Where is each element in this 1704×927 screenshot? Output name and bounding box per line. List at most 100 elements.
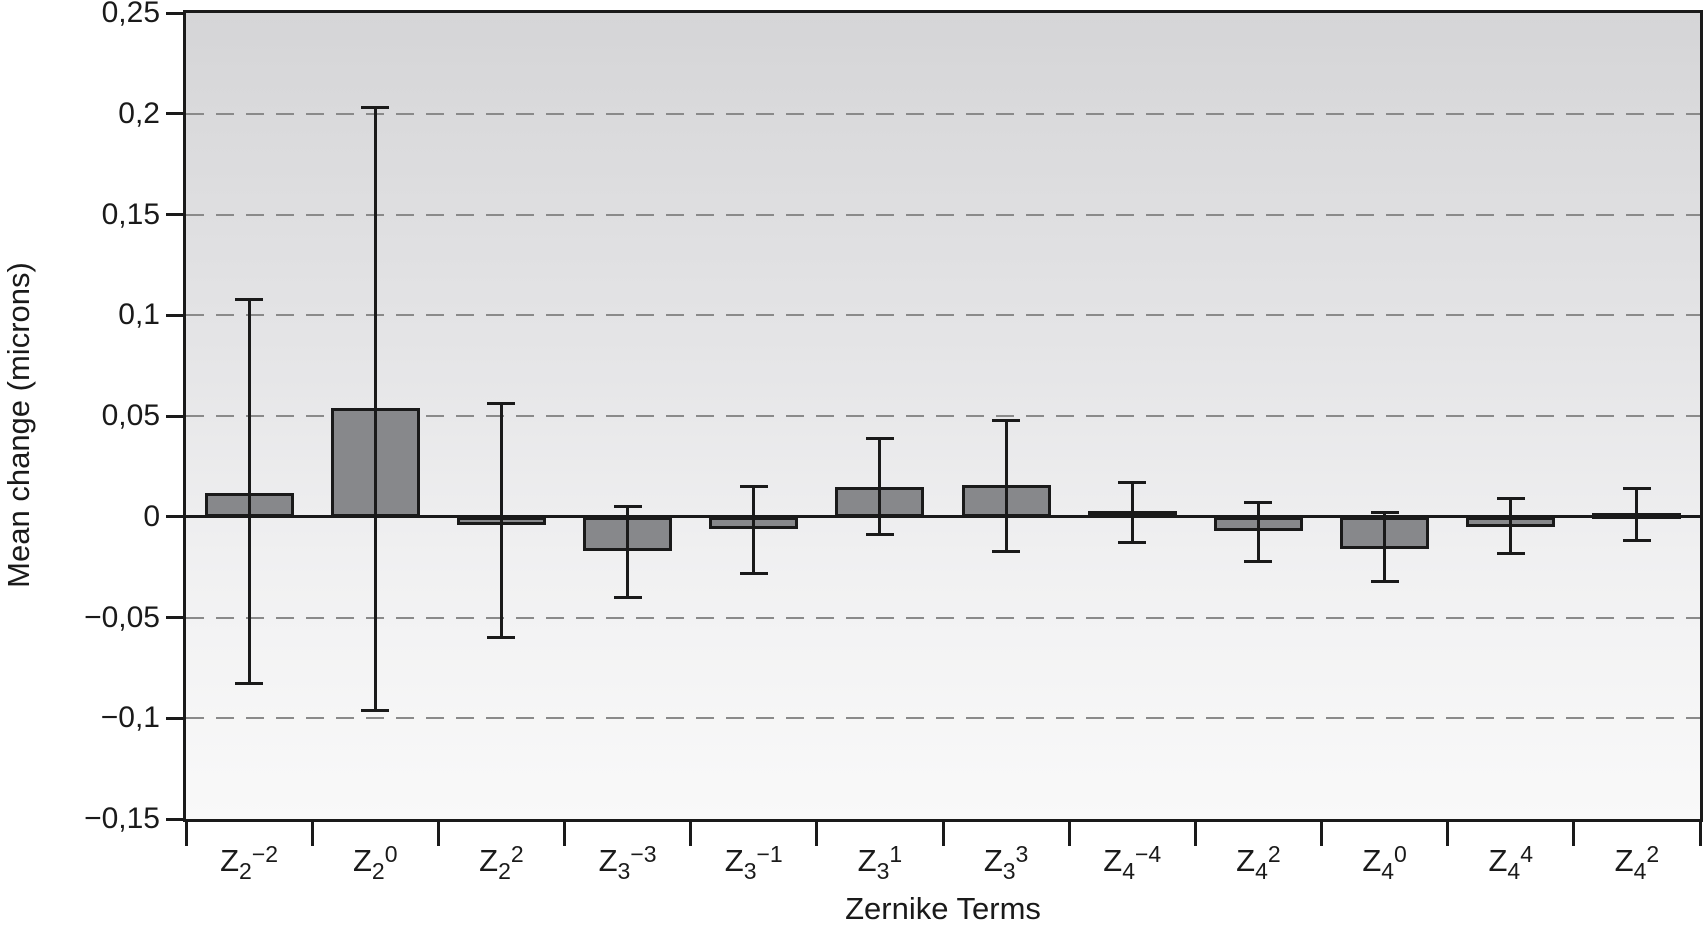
x-axis-tick	[1320, 822, 1323, 846]
y-tick-label: 0,05	[101, 399, 160, 432]
error-bar-cap-top	[1370, 511, 1399, 515]
x-category-superscript: 4	[1520, 841, 1534, 867]
y-tick-label: 0,25	[101, 0, 160, 29]
x-category-subscript: 3	[617, 858, 631, 884]
x-category-superscript: 3	[1015, 841, 1029, 867]
x-category-base: Z	[352, 843, 372, 878]
x-category-base: Z	[479, 843, 499, 878]
x-category-subscript: 3	[876, 858, 890, 884]
x-category-superscript: 2	[1646, 841, 1660, 867]
y-tick-label: 0	[143, 499, 160, 533]
x-category-subscript: 2	[371, 858, 385, 884]
error-bar-line	[499, 403, 503, 638]
x-axis-tick	[436, 822, 440, 846]
y-tick-label: 0,15	[101, 197, 160, 231]
x-category-subscript: 2	[239, 858, 252, 884]
error-bar-line	[1256, 502, 1260, 562]
error-bar-cap-top	[235, 297, 264, 301]
x-category-label: Z42	[1567, 837, 1704, 888]
y-tick-label: 0,2	[118, 96, 160, 130]
y-axis-tick	[166, 11, 183, 15]
error-bar-line	[373, 107, 377, 711]
error-bar-line	[247, 299, 251, 684]
y-axis-tick	[166, 616, 183, 619]
x-category-label: Z31	[810, 837, 950, 888]
error-bar-cap-top	[1622, 487, 1651, 491]
error-bar-cap-bottom	[235, 682, 264, 686]
gridline	[186, 213, 1700, 216]
x-axis-title: Zernike Terms	[845, 891, 1041, 926]
x-category-subscript: 4	[1633, 858, 1647, 884]
x-category-base: Z	[1488, 843, 1508, 878]
error-bar-cap-bottom	[1244, 559, 1273, 563]
x-category-subscript: 4	[1381, 858, 1395, 884]
x-category-subscript: 4	[1507, 858, 1521, 884]
x-axis-tick	[815, 822, 819, 846]
x-category-subscript: 3	[743, 858, 757, 884]
x-category-label: Z44	[1441, 837, 1581, 888]
x-axis-tick	[1446, 822, 1450, 846]
x-category-subscript: 2	[498, 858, 511, 884]
error-bar-line	[626, 506, 630, 598]
x-axis-tick	[1193, 822, 1197, 846]
gridline	[186, 112, 1700, 115]
error-bar-cap-bottom	[992, 549, 1021, 553]
y-tick-label: −0,1	[100, 701, 160, 735]
x-category-base: Z	[1362, 843, 1382, 878]
x-category-label: Z42	[1188, 837, 1328, 888]
x-category-superscript: 2	[1267, 841, 1281, 867]
x-axis-tick	[310, 822, 314, 846]
x-category-label: Z2−2	[179, 837, 319, 888]
error-bar-cap-bottom	[739, 571, 768, 575]
x-category-superscript: 1	[889, 841, 903, 867]
error-bar-cap-top	[865, 436, 894, 440]
y-tick-label: 0,1	[118, 298, 160, 332]
error-bar-cap-bottom	[361, 708, 390, 712]
x-category-label: Z40	[1315, 837, 1455, 888]
x-category-superscript: 0	[384, 841, 398, 867]
y-axis-tick	[166, 414, 183, 418]
x-axis-tick	[184, 822, 188, 846]
error-bar-line	[1004, 420, 1008, 551]
y-axis-tick	[166, 313, 183, 317]
x-category-subscript: 4	[1122, 858, 1135, 884]
x-category-base: Z	[1103, 843, 1123, 878]
x-category-base: Z	[598, 843, 618, 878]
x-category-superscript: −4	[1135, 841, 1162, 867]
gridline	[186, 314, 1700, 317]
x-category-label: Z4−4	[1062, 837, 1202, 888]
x-category-label: Z20	[305, 837, 445, 888]
error-bar-cap-top	[613, 505, 642, 509]
error-bar-cap-bottom	[1496, 551, 1525, 555]
x-category-superscript: −2	[251, 841, 279, 867]
gridline	[186, 415, 1700, 417]
error-bar-cap-top	[361, 106, 390, 110]
y-axis-tick	[166, 716, 183, 720]
error-bar-cap-bottom	[613, 595, 642, 599]
x-category-label: Z22	[431, 837, 571, 888]
x-category-base: Z	[724, 843, 744, 878]
y-tick-label: −0,05	[84, 600, 160, 634]
error-bar-line	[1130, 482, 1134, 543]
gridline	[186, 717, 1700, 720]
error-bar-line	[1635, 488, 1639, 541]
error-bar-cap-top	[992, 418, 1021, 422]
y-axis-tick	[166, 515, 183, 519]
gridline	[186, 616, 1700, 619]
y-axis-tick	[166, 213, 183, 216]
x-axis-tick	[563, 822, 566, 846]
x-category-base: Z	[1614, 843, 1634, 878]
x-category-label: Z3−1	[684, 837, 824, 888]
error-bar-cap-top	[1118, 480, 1147, 484]
x-category-superscript: 2	[510, 841, 524, 867]
error-bar-cap-top	[739, 485, 768, 489]
y-axis-tick	[166, 112, 183, 116]
error-bar-cap-bottom	[1370, 579, 1399, 583]
error-bar-cap-bottom	[1622, 539, 1651, 543]
y-tick-label: −0,15	[84, 802, 160, 835]
x-category-label: Z3−3	[558, 837, 698, 888]
x-axis-tick	[1572, 822, 1576, 846]
x-axis-tick	[1698, 822, 1702, 846]
error-bar-cap-top	[487, 402, 516, 406]
